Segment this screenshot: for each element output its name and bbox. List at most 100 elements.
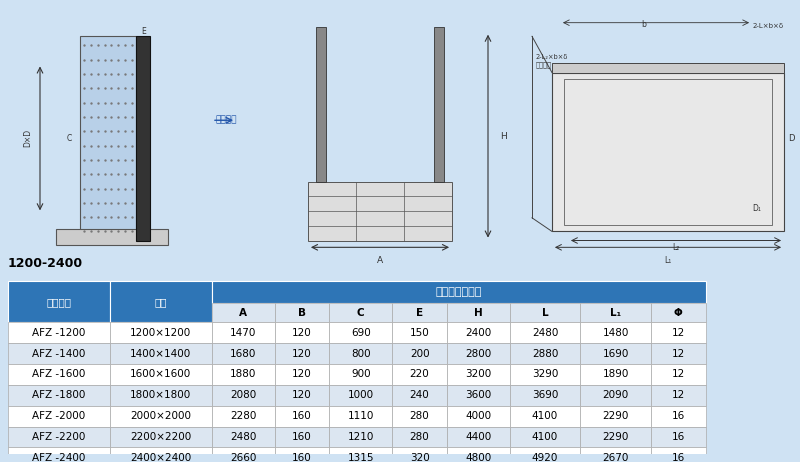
Text: 3600: 3600 [466, 390, 491, 400]
Bar [8, 447, 110, 462]
Text: 外形及安装尺寸: 外形及安装尺寸 [436, 287, 482, 297]
Text: AFZ -2400: AFZ -2400 [32, 453, 86, 462]
Bar [330, 343, 392, 364]
Text: 120: 120 [292, 328, 312, 338]
Text: 800: 800 [351, 348, 370, 359]
Text: 1210: 1210 [348, 432, 374, 442]
Bar [110, 364, 212, 385]
Text: 280: 280 [410, 411, 430, 421]
Text: 2290: 2290 [602, 411, 629, 421]
Bar [8, 406, 110, 426]
Text: 2-L×b×δ: 2-L×b×δ [753, 23, 784, 29]
Text: 2480: 2480 [532, 328, 558, 338]
Text: E: E [141, 27, 146, 36]
Text: 2290: 2290 [602, 432, 629, 442]
Bar [8, 343, 110, 364]
Bar [580, 343, 651, 364]
Text: 4800: 4800 [466, 453, 491, 462]
Text: 280: 280 [410, 432, 430, 442]
Bar [212, 303, 274, 322]
Text: 型号规格: 型号规格 [46, 297, 71, 307]
Text: 160: 160 [292, 432, 312, 442]
Text: 1200-2400: 1200-2400 [8, 257, 83, 270]
Text: C: C [66, 134, 72, 143]
Text: D₁: D₁ [752, 204, 761, 213]
Bar [330, 322, 392, 343]
Bar [8, 426, 110, 447]
Bar [110, 343, 212, 364]
Bar [564, 79, 772, 225]
Bar [392, 447, 447, 462]
Bar [580, 364, 651, 385]
Text: 2800: 2800 [466, 348, 491, 359]
Text: 120: 120 [292, 370, 312, 379]
Bar [212, 322, 274, 343]
Text: D×D: D×D [23, 129, 33, 147]
Text: 水流方向: 水流方向 [216, 116, 238, 125]
Bar [651, 322, 706, 343]
Text: 16: 16 [672, 411, 685, 421]
Bar [212, 406, 274, 426]
Text: 12: 12 [672, 390, 685, 400]
Text: 1110: 1110 [348, 411, 374, 421]
Bar [392, 303, 447, 322]
Bar [308, 182, 452, 241]
Bar [552, 73, 784, 231]
Bar [447, 322, 510, 343]
Text: 1480: 1480 [602, 328, 629, 338]
Bar [392, 343, 447, 364]
Bar [447, 343, 510, 364]
Bar [110, 406, 212, 426]
Bar [212, 426, 274, 447]
Bar [392, 406, 447, 426]
Bar [110, 426, 212, 447]
Bar [510, 385, 580, 406]
Text: 16: 16 [672, 432, 685, 442]
Text: 240: 240 [410, 390, 430, 400]
Text: 2280: 2280 [230, 411, 256, 421]
Bar [651, 303, 706, 322]
Text: 2880: 2880 [532, 348, 558, 359]
Bar [274, 364, 330, 385]
Bar [212, 364, 274, 385]
Bar [274, 303, 330, 322]
Text: AFZ -2200: AFZ -2200 [32, 432, 86, 442]
Bar [651, 406, 706, 426]
Bar [274, 385, 330, 406]
Bar [274, 406, 330, 426]
Text: 1600×1600: 1600×1600 [130, 370, 191, 379]
Bar [212, 281, 706, 303]
Bar [330, 447, 392, 462]
Text: 1000: 1000 [348, 390, 374, 400]
Text: AFZ -2000: AFZ -2000 [32, 411, 86, 421]
Bar [56, 229, 168, 245]
Bar [136, 36, 150, 241]
Bar [330, 364, 392, 385]
Bar [330, 385, 392, 406]
Bar [330, 426, 392, 447]
Bar [510, 343, 580, 364]
Text: L₁: L₁ [610, 308, 621, 318]
Text: b: b [642, 20, 646, 30]
Bar [330, 303, 392, 322]
Text: 4100: 4100 [532, 411, 558, 421]
Bar [212, 343, 274, 364]
Text: 120: 120 [292, 348, 312, 359]
Text: 320: 320 [410, 453, 430, 462]
Text: 2660: 2660 [230, 453, 256, 462]
Bar [330, 406, 392, 426]
Text: 2670: 2670 [602, 453, 629, 462]
Bar [274, 343, 330, 364]
Text: 200: 200 [410, 348, 430, 359]
Text: 160: 160 [292, 453, 312, 462]
Text: 900: 900 [351, 370, 370, 379]
Text: AFZ -1200: AFZ -1200 [32, 328, 86, 338]
Bar [274, 426, 330, 447]
Text: 3690: 3690 [532, 390, 558, 400]
Text: 160: 160 [292, 411, 312, 421]
Text: 3290: 3290 [532, 370, 558, 379]
Text: 2090: 2090 [602, 390, 629, 400]
Text: 16: 16 [672, 453, 685, 462]
Bar [447, 406, 510, 426]
Text: AFZ -1600: AFZ -1600 [32, 370, 86, 379]
